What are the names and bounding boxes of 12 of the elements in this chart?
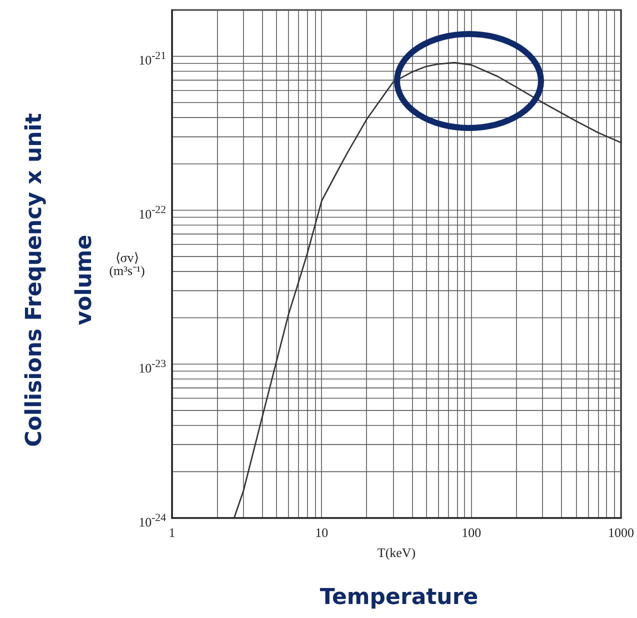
x-axis-title: T(keV) — [377, 545, 416, 560]
x-tick-label: 10 — [315, 525, 328, 540]
x-tick-label: 1 — [168, 525, 176, 540]
y-tick-label: 10$^{-24}$ — [138, 511, 166, 530]
y-tick-label: 10$^{-21}$ — [138, 49, 166, 69]
y-tick-label: 10$^{-23}$ — [138, 357, 166, 376]
y-tick-label: 10$^{-22}$ — [138, 203, 166, 223]
text: Collisions Frequency x unit volume — [21, 112, 98, 449]
x-tick-label: 1000 — [608, 525, 634, 540]
x-tick-label: 100 — [462, 525, 482, 540]
text: Temperature — [318, 585, 480, 610]
y-axis-title: ⟨σv⟩ (m³s⁻¹) — [109, 250, 145, 278]
